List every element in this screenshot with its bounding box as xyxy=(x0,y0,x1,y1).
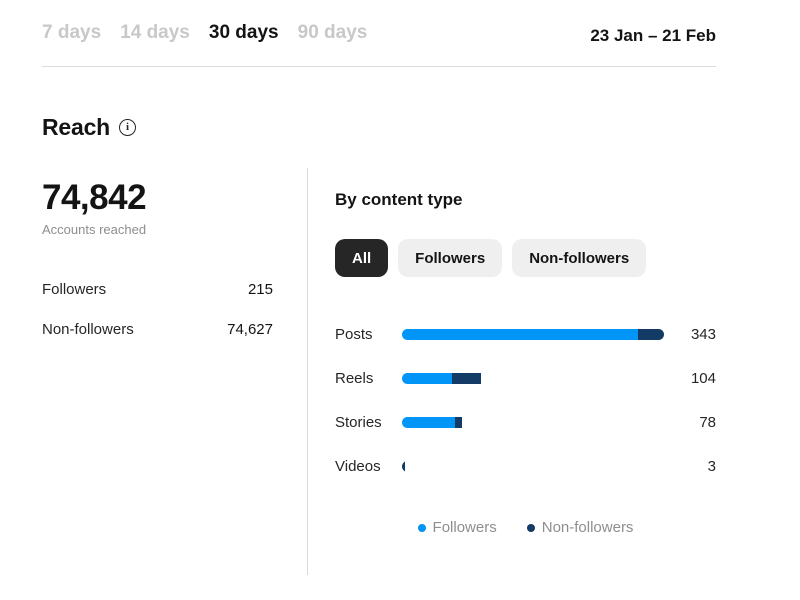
bar-row-videos: Videos 3 xyxy=(335,456,716,476)
bar-row-posts: Posts 343 xyxy=(335,324,716,344)
bar-value: 78 xyxy=(699,413,716,431)
bar-segment-non-followers xyxy=(451,372,482,384)
legend-label: Non-followers xyxy=(541,519,634,536)
info-icon[interactable]: i xyxy=(119,119,137,136)
accounts-reached-caption: Accounts reached xyxy=(42,222,147,237)
breakdown-label: Non-followers xyxy=(42,321,134,338)
chart-legend: Followers Non-followers xyxy=(335,519,716,536)
tab-30-days[interactable]: 30 days xyxy=(208,22,279,43)
bar-segment-followers xyxy=(402,328,639,340)
bar-segment-non-followers xyxy=(455,416,462,428)
tab-90-days[interactable]: 90 days xyxy=(297,22,368,43)
tab-14-days[interactable]: 14 days xyxy=(120,22,190,43)
bar-row-stories: Stories 78 xyxy=(335,412,716,432)
bar-segment-non-followers xyxy=(402,460,405,472)
followers-dot-icon xyxy=(417,523,426,532)
date-range-label: 23 Jan – 21 Feb xyxy=(590,26,716,45)
tab-7-days[interactable]: 7 days xyxy=(42,22,102,43)
breakdown-row-non-followers: Non-followers 74,627 xyxy=(42,321,273,338)
bar-segment-followers xyxy=(402,372,452,384)
vertical-divider xyxy=(307,168,308,575)
non-followers-dot-icon xyxy=(526,523,535,532)
bar-stories xyxy=(402,416,664,428)
breakdown-row-followers: Followers 215 xyxy=(42,281,273,298)
filter-non-followers[interactable]: Non-followers xyxy=(512,239,647,277)
filter-all[interactable]: All xyxy=(335,239,389,277)
page-title: Reach xyxy=(42,114,111,140)
reach-title-row: Reach i xyxy=(42,114,137,141)
time-range-tabs: 7 days 14 days 30 days 90 days xyxy=(42,22,367,44)
bar-label: Posts xyxy=(335,325,373,343)
bar-segment-non-followers xyxy=(638,328,664,340)
content-type-chart: Posts 343 Reels 104 Stories xyxy=(335,324,716,476)
reach-breakdown: Followers 215 Non-followers 74,627 xyxy=(42,281,273,338)
bar-row-reels: Reels 104 xyxy=(335,368,716,388)
legend-label: Followers xyxy=(432,519,497,536)
bar-segment-followers xyxy=(402,416,456,428)
bar-label: Videos xyxy=(335,457,381,475)
bar-value: 3 xyxy=(707,457,716,475)
content-type-filters: All Followers Non-followers xyxy=(335,239,716,277)
breakdown-value: 215 xyxy=(247,281,273,298)
bar-videos xyxy=(402,460,664,472)
header-divider xyxy=(42,66,716,67)
content-type-panel: By content type All Followers Non-follow… xyxy=(335,190,716,536)
bar-value: 104 xyxy=(690,369,716,387)
bar-posts xyxy=(402,328,664,340)
bar-value: 343 xyxy=(690,325,716,343)
bar-reels xyxy=(402,372,664,384)
accounts-reached-total: 74,842 xyxy=(42,178,147,217)
breakdown-value: 74,627 xyxy=(227,321,273,338)
bar-label: Stories xyxy=(335,413,382,431)
legend-item-followers: Followers xyxy=(417,519,497,536)
legend-item-non-followers: Non-followers xyxy=(526,519,634,536)
breakdown-label: Followers xyxy=(42,281,107,298)
reach-summary-panel: 74,842 Accounts reached Followers 215 No… xyxy=(42,178,273,361)
filter-followers[interactable]: Followers xyxy=(398,239,503,277)
section-title: By content type xyxy=(335,190,463,209)
bar-label: Reels xyxy=(335,369,374,387)
